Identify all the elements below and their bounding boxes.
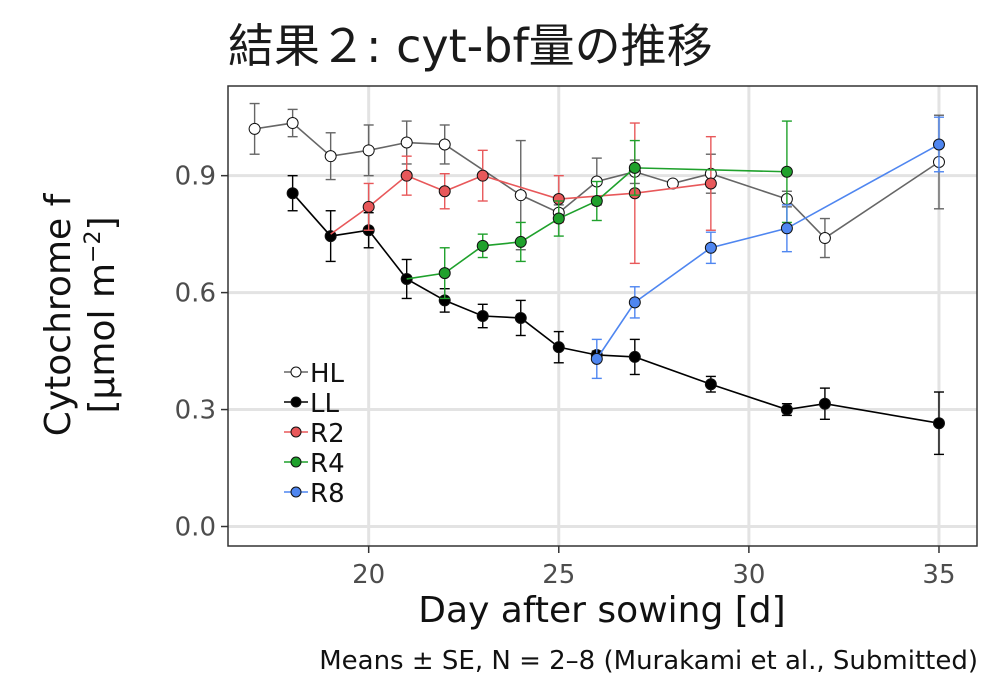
legend-item-hl: HL [284,359,345,389]
data-point [932,417,945,430]
legend-item-ll: LL [284,389,339,419]
data-point [438,138,451,151]
y-axis-title: Cytochrome f [μmol m−2] [38,192,123,436]
legend-label: LL [310,389,339,419]
data-point [476,169,489,182]
data-point [628,161,641,174]
data-point [704,378,717,391]
y-tick-label: 0.9 [175,162,216,192]
series-r4 [406,120,793,300]
series-line-ll [292,192,940,424]
series-hl [248,102,945,259]
series-layer [248,102,945,456]
data-point [324,150,337,163]
data-point [362,200,375,213]
y-tick-label: 0.0 [175,513,216,543]
data-point [704,241,717,254]
legend-label: R4 [310,449,345,479]
data-point [552,341,565,354]
legend-marker [290,366,302,378]
data-point [590,352,603,365]
y-axis-title-line2: [μmol m−2] [81,216,123,413]
data-point [438,185,451,198]
x-tick-label: 20 [352,560,385,590]
data-point [780,403,793,416]
data-point [818,397,831,410]
legend-marker [290,426,302,438]
series-r8 [590,116,945,380]
x-tick-label: 30 [732,560,765,590]
data-point [628,296,641,309]
x-tick-label: 35 [922,560,955,590]
y-tick-label: 0.3 [175,396,216,426]
data-point [400,169,413,182]
series-line-r2 [330,174,711,235]
data-point [590,195,603,207]
y-tick-label: 0.6 [175,279,216,309]
series-line-r4 [406,167,787,280]
data-point [476,239,489,252]
caption: Means ± SE, N = 2–8 (Murakami et al., Su… [319,646,978,676]
data-point [248,122,261,135]
data-point [780,165,793,178]
series-ll [286,174,945,456]
data-point [704,177,717,190]
data-point [818,232,831,245]
legend-label: HL [310,359,345,389]
data-point [324,230,337,243]
plot-border [227,85,978,547]
x-tick-label: 25 [542,560,575,590]
data-point [514,235,527,248]
data-point [400,136,413,149]
data-point [514,311,527,324]
legend-marker [290,396,302,408]
legend-marker [290,486,302,498]
legend-label: R2 [310,419,345,449]
legend-label: R8 [310,479,345,509]
legend-item-r2: R2 [284,419,345,449]
data-point [438,267,451,280]
data-point [932,138,945,151]
data-point [286,187,299,200]
data-point [476,310,489,322]
legend-item-r8: R8 [284,479,345,509]
legend-item-r4: R4 [284,449,345,479]
data-point [514,189,527,202]
tick-marks: 20 25 30 35 0.0 0.3 0.6 0.9 [175,162,956,590]
data-point [780,222,793,235]
y-axis-title-line1: Cytochrome f [38,192,79,436]
data-point [628,350,641,363]
data-point [552,212,565,225]
x-axis-title: Day after sowing [d] [418,590,785,631]
data-point [286,117,299,130]
chart-title: 結果２: cyt-bf量の推移 [228,19,713,73]
legend-marker [290,456,302,468]
data-point [362,144,375,157]
